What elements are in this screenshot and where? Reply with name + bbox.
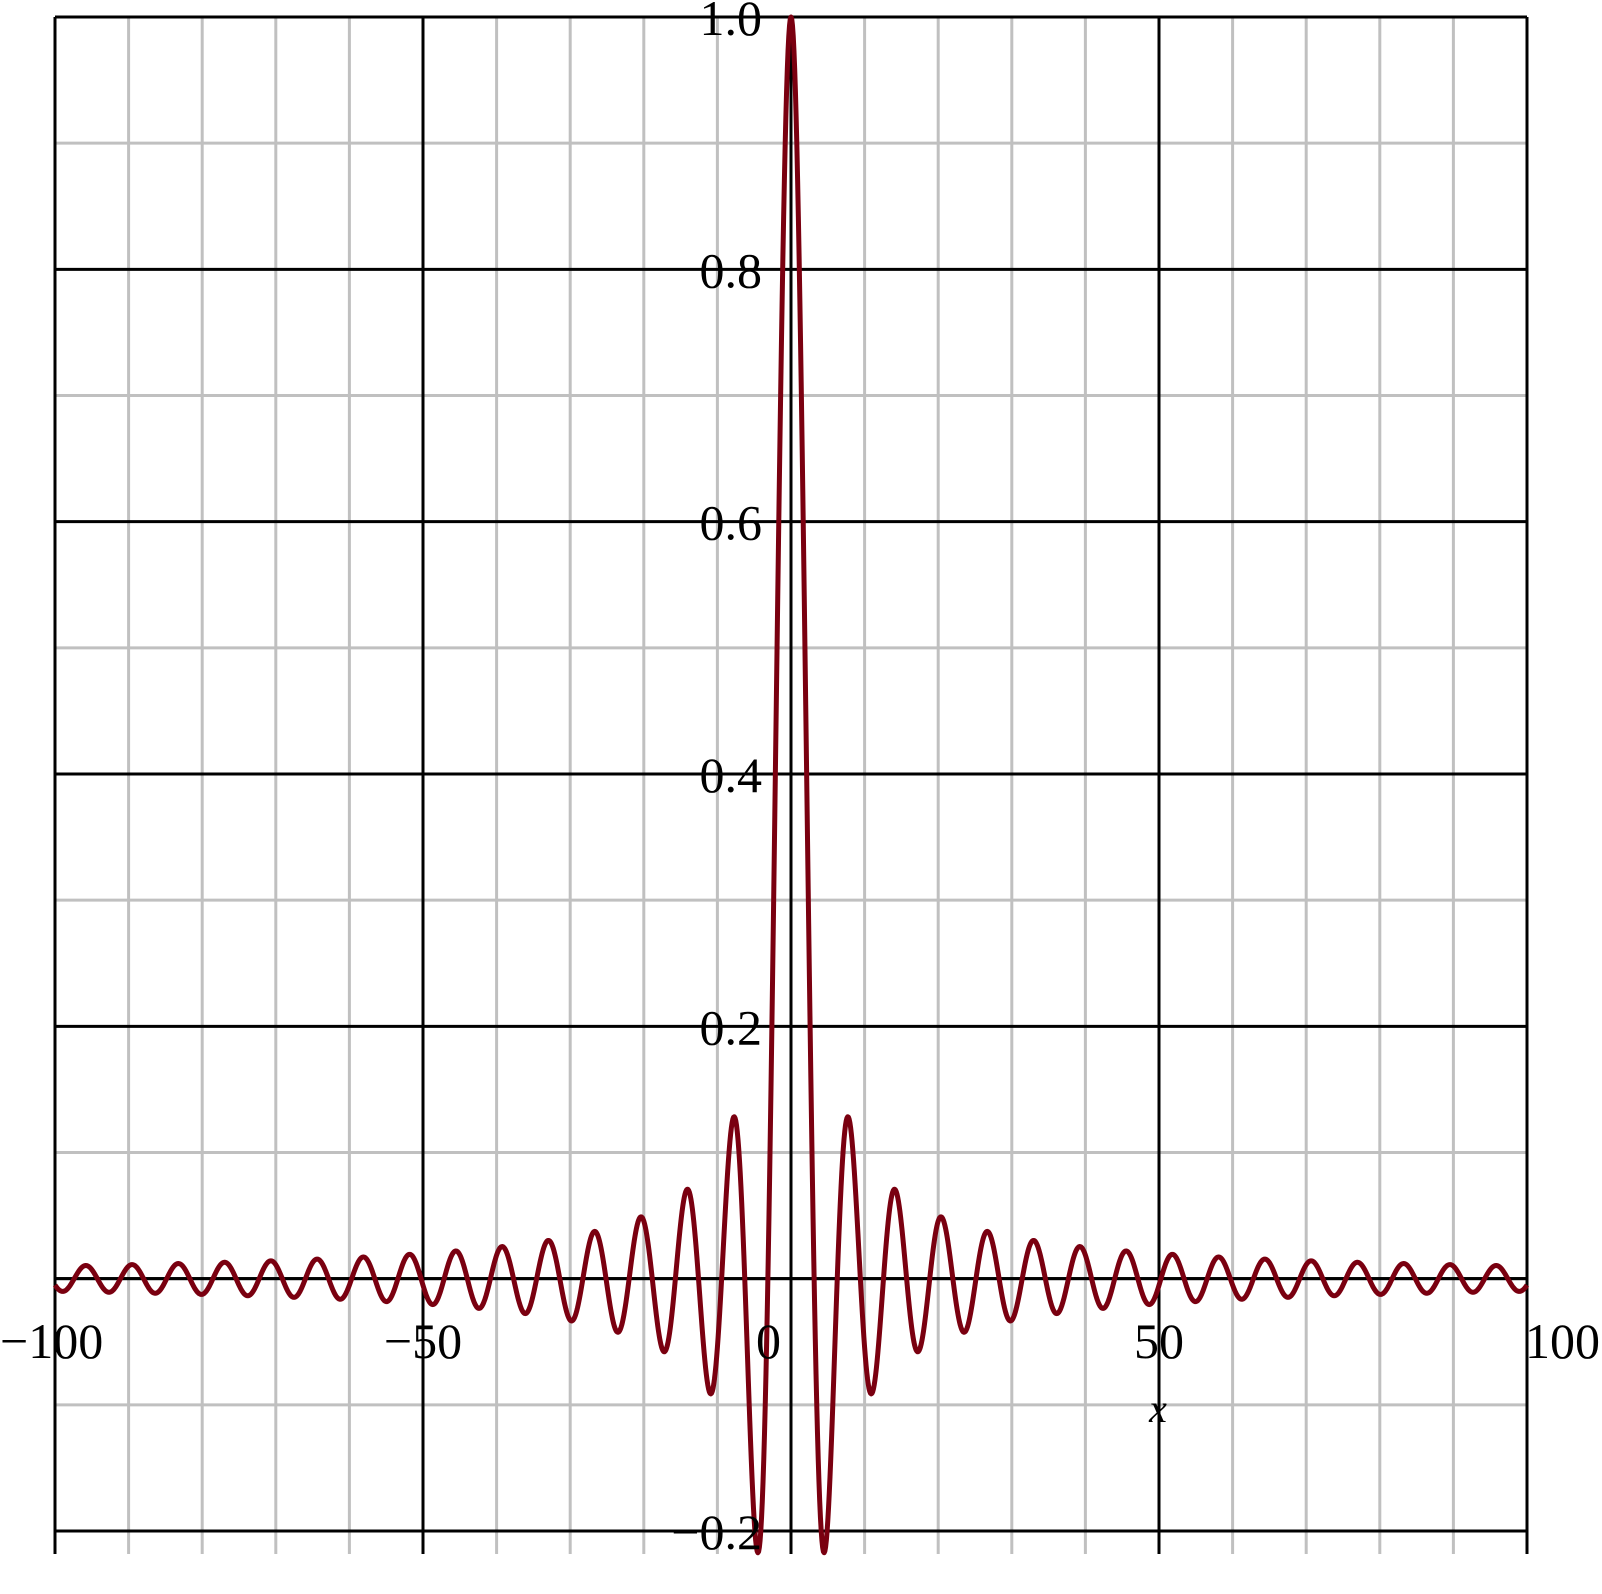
series-line [52, 14, 1530, 1556]
x-tick-label: −50 [384, 1313, 462, 1369]
x-tick-label: 100 [1525, 1313, 1600, 1369]
y-tick-label: 0.6 [700, 495, 763, 551]
tick-labels: −100 −50 0 50 100 1.0 0.8 0.6 0.4 0.2 −0.2 [0, 0, 1600, 1560]
x-axis-label: x [1148, 1386, 1167, 1431]
y-tick-label: 1.0 [700, 0, 763, 46]
y-tick-label: 0.4 [700, 747, 763, 803]
x-tick-label: −100 [0, 1313, 103, 1369]
x-tick-label: 0 [756, 1313, 781, 1369]
y-tick-label: 0.8 [700, 242, 763, 298]
x-tick-label: 50 [1134, 1313, 1184, 1369]
y-tick-label: 0.2 [700, 999, 763, 1055]
series-layer [52, 14, 1530, 1556]
y-tick-label: −0.2 [671, 1504, 762, 1560]
